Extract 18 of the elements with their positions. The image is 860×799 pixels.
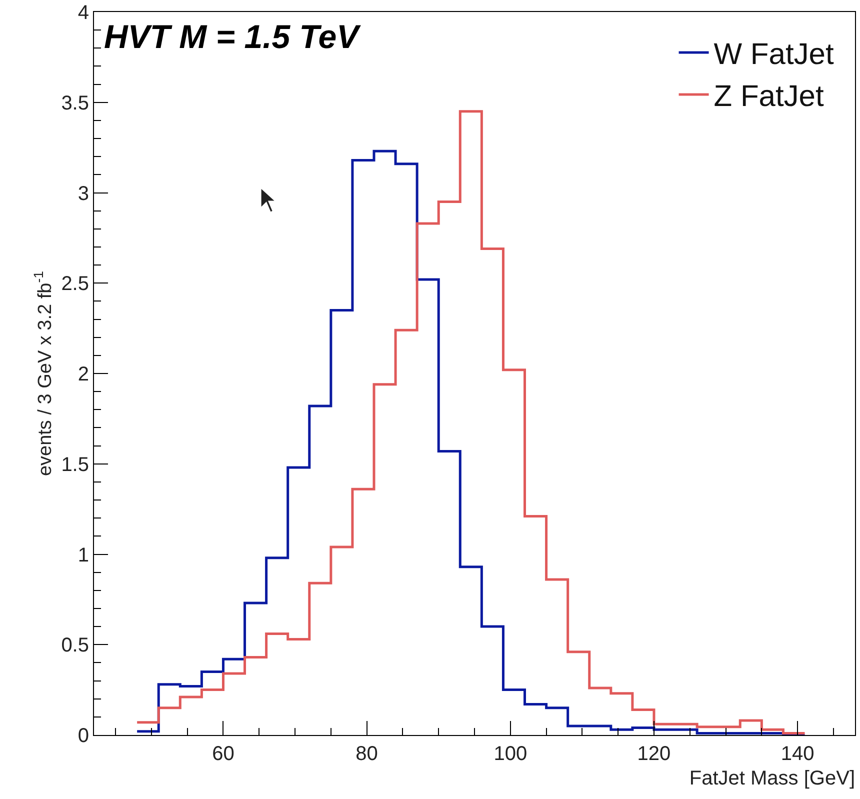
y-tick-label: 1.5 [61,454,89,476]
y-tick-label: 2.5 [61,273,89,296]
y-tick-label: 2 [78,364,89,386]
x-tick-label: 120 [637,743,671,765]
x-tick-label: 80 [356,743,378,765]
x-tick-label: 60 [212,743,234,765]
y-tick-label: 4 [78,2,89,24]
legend-label: Z FatJet [714,80,824,114]
x-tick-label: 100 [494,743,528,765]
y-tick-label: 0.5 [61,634,89,657]
y-tick-label: 3.5 [61,92,89,114]
chart-title: HVT M = 1.5 TeV [104,18,362,55]
y-tick-label: 0 [78,725,89,747]
y-tick-label: 1 [78,544,89,566]
x-axis-title: FatJet Mass [GeV] [689,768,855,790]
legend-label: W FatJet [714,38,834,72]
y-tick-label: 3 [78,182,89,205]
x-tick-label: 140 [780,743,814,765]
